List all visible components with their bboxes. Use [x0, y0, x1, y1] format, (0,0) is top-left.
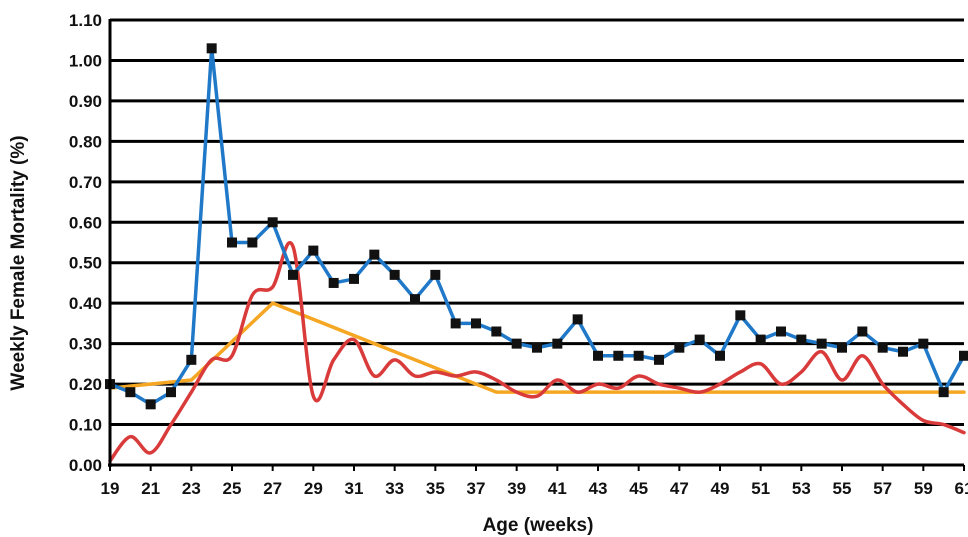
- data-point-marker: [613, 351, 623, 361]
- data-point-marker: [918, 339, 928, 349]
- x-tick-label: 55: [833, 479, 852, 498]
- data-point-marker: [430, 270, 440, 280]
- data-point-marker: [512, 339, 522, 349]
- y-axis-title: Weekly Female Mortality (%): [8, 135, 29, 390]
- y-tick-label: 0.80: [69, 132, 102, 151]
- data-point-marker: [410, 294, 420, 304]
- x-tick-label: 19: [101, 479, 120, 498]
- data-point-marker: [898, 347, 908, 357]
- data-point-marker: [552, 339, 562, 349]
- data-point-marker: [390, 270, 400, 280]
- data-point-marker: [695, 335, 705, 345]
- series-lines: [110, 48, 964, 461]
- data-point-marker: [451, 318, 461, 328]
- data-point-marker: [308, 246, 318, 256]
- y-tick-label: 0.20: [69, 375, 102, 394]
- x-tick-label: 49: [711, 479, 730, 498]
- x-tick-label: 23: [182, 479, 201, 498]
- data-point-marker: [268, 217, 278, 227]
- y-tick-label: 0.40: [69, 294, 102, 313]
- y-tick-label: 0.90: [69, 92, 102, 111]
- data-point-marker: [125, 387, 135, 397]
- x-tick-label: 43: [589, 479, 608, 498]
- data-point-marker: [532, 343, 542, 353]
- x-tick-label: 21: [141, 479, 160, 498]
- x-tick-label: 57: [873, 479, 892, 498]
- data-point-marker: [166, 387, 176, 397]
- data-point-marker: [593, 351, 603, 361]
- data-point-marker: [756, 335, 766, 345]
- data-point-marker: [329, 278, 339, 288]
- y-tick-label: 0.60: [69, 213, 102, 232]
- x-tick-label: 31: [345, 479, 364, 498]
- y-tick-label: 0.10: [69, 416, 102, 435]
- x-tick-label: 45: [629, 479, 648, 498]
- data-point-marker: [878, 343, 888, 353]
- data-point-marker: [939, 387, 949, 397]
- data-point-marker: [857, 327, 867, 337]
- x-tick-label: 59: [914, 479, 933, 498]
- data-point-marker: [207, 43, 217, 53]
- y-tick-label: 0.70: [69, 173, 102, 192]
- x-tick-label: 35: [426, 479, 445, 498]
- x-tick-label: 29: [304, 479, 323, 498]
- data-point-marker: [491, 327, 501, 337]
- data-point-marker: [735, 310, 745, 320]
- data-point-marker: [715, 351, 725, 361]
- y-tick-label: 0.50: [69, 254, 102, 273]
- x-tick-label: 41: [548, 479, 567, 498]
- x-axis-tick-labels: 19 21 23 25 27 29 31 33 35 37 39 41 43 45 47 49 51 53 55 57…: [101, 465, 968, 498]
- data-point-marker: [573, 314, 583, 324]
- x-tick-label: 25: [223, 479, 242, 498]
- data-point-marker: [288, 270, 298, 280]
- y-tick-label: 1.10: [69, 11, 102, 30]
- data-point-marker: [186, 355, 196, 365]
- y-tick-label: 0.30: [69, 335, 102, 354]
- x-tick-label: 53: [792, 479, 811, 498]
- data-point-marker: [959, 351, 968, 361]
- x-tick-label: 27: [263, 479, 282, 498]
- data-point-marker: [247, 238, 257, 248]
- data-point-marker: [634, 351, 644, 361]
- y-tick-label: 0.00: [69, 456, 102, 475]
- data-point-marker: [796, 335, 806, 345]
- data-point-marker: [776, 327, 786, 337]
- data-point-marker: [817, 339, 827, 349]
- x-tick-label: 33: [385, 479, 404, 498]
- data-point-marker: [349, 274, 359, 284]
- data-point-marker: [837, 343, 847, 353]
- data-point-marker: [227, 238, 237, 248]
- y-tick-label: 1.00: [69, 51, 102, 70]
- x-tick-label: 47: [670, 479, 689, 498]
- x-tick-label: 61: [955, 479, 968, 498]
- x-axis-title: Age (weeks): [483, 515, 594, 536]
- data-point-marker: [369, 250, 379, 260]
- y-axis-tick-labels: 0.00 0.10 0.20 0.30 0.40 0.50 0.60 0.70 0.80 0.90…: [69, 11, 102, 475]
- x-tick-label: 37: [467, 479, 486, 498]
- data-point-marker: [674, 343, 684, 353]
- data-point-marker: [654, 355, 664, 365]
- data-point-marker: [471, 318, 481, 328]
- x-tick-label: 39: [507, 479, 526, 498]
- x-tick-label: 51: [751, 479, 770, 498]
- data-point-marker: [146, 399, 156, 409]
